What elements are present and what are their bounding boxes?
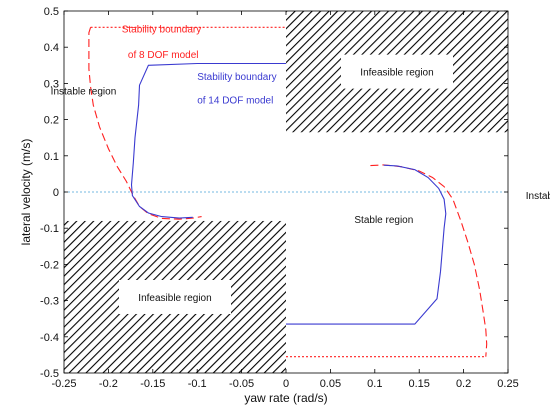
- regions-layer: Infeasible region Infeasible region: [64, 11, 508, 373]
- annotation-1: of 8 DOF model: [128, 50, 199, 61]
- y-tick-label-6: -0.1: [40, 223, 59, 235]
- x-tick-label-7: 0.1: [367, 378, 382, 390]
- x-axis-label: yaw rate (rad/s): [244, 391, 327, 405]
- series-line-5: [286, 164, 447, 325]
- annotation-5: Instable region: [526, 191, 550, 202]
- region-label-0: Infeasible region: [360, 68, 433, 79]
- y-tick-label-9: -0.4: [40, 332, 59, 344]
- y-tick-label-4: 0.1: [44, 151, 59, 163]
- x-tick-label-4: -0.05: [229, 378, 254, 390]
- annotation-3: of 14 DOF model: [197, 95, 273, 106]
- y-tick-label-8: -0.3: [40, 296, 59, 308]
- region-label-box-1: [119, 279, 231, 314]
- series-layer: [64, 26, 508, 358]
- y-tick-label-1: 0.4: [44, 42, 59, 54]
- y-axis-label: lateral velocity (m/s): [19, 139, 33, 246]
- y-tick-label-2: 0.3: [44, 78, 59, 90]
- x-tick-label-8: 0.15: [408, 378, 429, 390]
- y-tick-label-5: 0: [53, 187, 59, 199]
- annotation-0: Stability boundary: [122, 25, 202, 36]
- x-tick-label-6: 0.05: [320, 378, 341, 390]
- x-tick-label-5: 0: [283, 378, 289, 390]
- y-tick-label-10: -0.5: [40, 368, 59, 380]
- x-tick-label-10: 0.25: [497, 378, 518, 390]
- y-tick-label-7: -0.2: [40, 259, 59, 271]
- annotation-6: Stable region: [354, 215, 413, 226]
- x-tick-label-1: -0.2: [99, 378, 118, 390]
- series-line-2: [370, 164, 488, 357]
- series-line-4: [130, 62, 286, 219]
- x-tick-label-2: -0.15: [140, 378, 165, 390]
- stable-region-label-box: [348, 210, 429, 229]
- x-tick-label-9: 0.2: [456, 378, 471, 390]
- y-tick-label-3: 0.2: [44, 115, 59, 127]
- x-tick-label-0: -0.25: [51, 378, 76, 390]
- region-label-box-0: [341, 54, 453, 89]
- series-line-0: [88, 27, 202, 220]
- axes-layer: -0.25 -0.2 -0.15 -0.1 -0.05 0 0.05 0.1 0.15 0.2 0.…: [19, 6, 519, 405]
- annotation-4: Instable region: [51, 86, 117, 97]
- y-tick-label-0: 0.5: [44, 6, 59, 18]
- annotation-layer: Stability boundary of 8 DOF model Stabilit…: [51, 25, 550, 229]
- x-tick-label-3: -0.1: [188, 378, 207, 390]
- annotation-2: Stability boundary: [197, 72, 277, 83]
- region-label-1: Infeasible region: [138, 293, 211, 304]
